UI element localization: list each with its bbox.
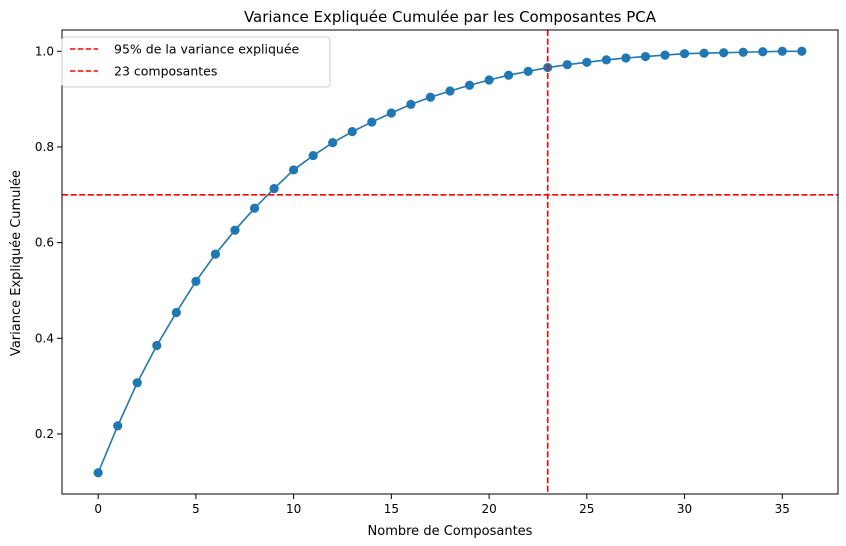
data-point (328, 138, 338, 148)
data-point (367, 117, 377, 127)
x-tick-label: 15 (384, 502, 399, 516)
data-point (347, 127, 357, 137)
y-axis-label: Variance Expliquée Cumulée (9, 170, 24, 356)
x-axis-label: Nombre de Composantes (368, 524, 533, 539)
data-point (386, 108, 396, 118)
data-point (464, 80, 475, 90)
chart-title: Variance Expliquée Cumulée par les Compo… (244, 8, 657, 26)
data-point (113, 421, 123, 431)
data-point (699, 48, 709, 58)
data-point (210, 249, 221, 259)
legend-box (61, 36, 331, 88)
y-tick-label: 0.2 (35, 427, 54, 441)
data-point (406, 99, 416, 109)
x-tick-label: 5 (192, 502, 200, 516)
series-group (93, 46, 807, 478)
data-point (484, 75, 494, 85)
data-point (640, 51, 651, 62)
data-point (621, 53, 631, 63)
data-point (523, 66, 533, 76)
data-point (445, 86, 455, 96)
data-point (191, 276, 201, 286)
data-point (289, 165, 299, 175)
data-point (152, 340, 162, 351)
data-point (425, 92, 436, 102)
data-point (230, 225, 240, 235)
data-point (582, 57, 592, 67)
x-axis: 0 5 10 15 20 25 30 35 (94, 494, 790, 516)
x-tick-label: 10 (286, 502, 301, 516)
data-point (132, 378, 142, 388)
plot-frame (61, 29, 839, 495)
data-point (719, 48, 729, 58)
legend-label-hline: 95% de la variance expliquée (114, 42, 300, 57)
y-tick-label: 0.6 (35, 236, 54, 250)
data-point (660, 50, 670, 60)
data-point (797, 46, 807, 56)
data-point (777, 46, 787, 56)
data-point (679, 49, 690, 59)
x-tick-label: 35 (775, 502, 790, 516)
data-point (562, 60, 572, 70)
x-tick-label: 20 (481, 502, 496, 516)
reference-lines (62, 30, 838, 494)
y-tick-label: 0.8 (35, 140, 54, 154)
y-tick-label: 0.4 (35, 331, 54, 345)
data-point (171, 307, 181, 318)
legend: 95% de la variance expliquée 23 composan… (61, 36, 331, 88)
x-tick-label: 0 (94, 502, 102, 516)
y-axis: 0.2 0.4 0.6 0.8 1.0 (35, 44, 62, 441)
data-point (738, 47, 748, 57)
y-tick-label: 1.0 (35, 44, 54, 58)
legend-label-vline: 23 composantes (114, 64, 217, 79)
data-point (249, 203, 260, 213)
data-point (504, 70, 514, 80)
x-tick-label: 25 (579, 502, 594, 516)
data-point (601, 55, 611, 65)
data-point (269, 183, 279, 194)
data-point (758, 47, 768, 57)
data-point (308, 150, 318, 161)
data-point (93, 468, 103, 478)
x-tick-label: 30 (677, 502, 692, 516)
